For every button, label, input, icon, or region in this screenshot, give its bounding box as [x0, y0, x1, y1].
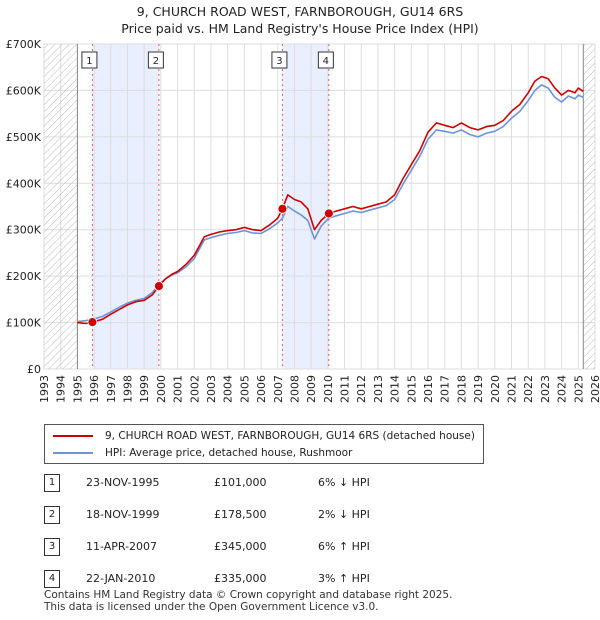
- x-tick-label: 2008: [288, 375, 301, 403]
- legend-item-property: 9, CHURCH ROAD WEST, FARNBOROUGH, GU14 6…: [53, 428, 475, 444]
- sale-date: 11-APR-2007: [86, 540, 158, 553]
- post-data-hatch: [583, 44, 595, 369]
- price-chart: 1 2 3 4 £0 £100K £200K £300K £400K £500K £600K £70…: [6, 38, 600, 403]
- sale-date: 23-NOV-1995: [86, 476, 160, 489]
- x-tick-label: 2005: [238, 375, 251, 403]
- x-tick-label: 2020: [489, 375, 502, 403]
- footer-attribution: Contains HM Land Registry data © Crown c…: [44, 589, 452, 613]
- pre-data-hatch: [44, 44, 78, 369]
- sale-1-box-label: 1: [86, 56, 92, 67]
- sale-hpi-diff: 3% ↑ HPI: [318, 572, 370, 585]
- sale-hpi-diff: 2% ↓ HPI: [318, 508, 370, 521]
- sale-3-box-label: 3: [276, 56, 282, 67]
- sale-1-point: [87, 317, 98, 328]
- sale-number-badge: 3: [44, 538, 60, 556]
- x-tick-label: 2025: [572, 375, 585, 403]
- property-series-line: [77, 75, 584, 325]
- sale-number-badge: 2: [44, 506, 60, 524]
- x-tick-label: 2021: [506, 375, 519, 403]
- legend: 9, CHURCH ROAD WEST, FARNBOROUGH, GU14 6…: [44, 424, 484, 464]
- x-tick-label: 2015: [405, 375, 418, 403]
- sale-price: £178,500: [214, 508, 267, 521]
- x-tick-label: 2024: [556, 375, 569, 403]
- sale-2-point: [153, 281, 164, 292]
- x-tick-label: 2004: [222, 375, 235, 403]
- sale-hpi-diff: 6% ↓ HPI: [318, 476, 370, 489]
- x-tick-label: 2013: [372, 375, 385, 403]
- x-tick-label: 1996: [88, 375, 101, 403]
- sale-hpi-diff: 6% ↑ HPI: [318, 540, 370, 553]
- sale-4-point: [323, 208, 334, 219]
- x-tick-label: 2019: [472, 375, 485, 403]
- x-tick-label: 2016: [422, 375, 435, 403]
- sale-2-box-label: 2: [153, 56, 159, 67]
- x-tick-label: 2026: [589, 375, 600, 403]
- x-tick-label: 2000: [155, 375, 168, 403]
- x-tick-label: 2014: [389, 375, 402, 403]
- sale-price: £101,000: [214, 476, 267, 489]
- y-tick-label: £400K: [6, 177, 42, 190]
- y-tick-label: £100K: [6, 317, 42, 330]
- y-tick-label: £0: [27, 363, 41, 376]
- x-tick-label: 2003: [205, 375, 218, 403]
- sale-3-point: [277, 203, 288, 214]
- sale-4-box-label: 4: [323, 56, 329, 67]
- x-tick-label: 2012: [355, 375, 368, 403]
- y-tick-label: £700K: [6, 38, 42, 51]
- x-tick-label: 1998: [121, 375, 134, 403]
- x-tick-label: 2009: [305, 375, 318, 403]
- sale-2-box: [147, 51, 164, 69]
- x-tick-label: 1995: [71, 375, 84, 403]
- sale-number-badge: 1: [44, 474, 60, 492]
- chart-subtitle: Price paid vs. HM Land Registry's House …: [121, 21, 479, 36]
- sale-4-box: [317, 51, 334, 69]
- x-tick-label: 2010: [322, 375, 335, 403]
- x-tick-label: 2022: [522, 375, 535, 403]
- y-tick-label: £200K: [6, 270, 42, 283]
- x-tick-label: 2002: [188, 375, 201, 403]
- legend-swatch-property: [53, 435, 93, 437]
- x-tick-label: 2017: [439, 375, 452, 403]
- sale-3-box: [271, 51, 288, 69]
- footer-line-copyright: Contains HM Land Registry data © Crown c…: [44, 589, 453, 601]
- x-tick-label: 2011: [339, 375, 352, 403]
- x-tick-label: 2006: [255, 375, 268, 403]
- sale-row: 3 11-APR-2007 £345,000 6% ↑ HPI: [44, 538, 444, 558]
- sale-1-box: [81, 51, 98, 69]
- y-tick-label: £500K: [6, 131, 42, 144]
- sale-date: 18-NOV-1999: [86, 508, 160, 521]
- shaded-period: [92, 44, 159, 369]
- sale-number-badge: 4: [44, 570, 60, 588]
- x-tick-label: 1993: [38, 375, 51, 403]
- x-tick-label: 2023: [539, 375, 552, 403]
- sale-price: £345,000: [214, 540, 267, 553]
- footer-line-licence: This data is licensed under the Open Gov…: [44, 601, 379, 613]
- x-tick-label: 1997: [105, 375, 118, 403]
- chart-title: 9, CHURCH ROAD WEST, FARNBOROUGH, GU14 6…: [136, 4, 464, 19]
- x-tick-label: 1994: [55, 375, 68, 403]
- x-tick-label: 1999: [138, 375, 151, 403]
- y-tick-label: £300K: [6, 224, 42, 237]
- x-tick-label: 2001: [172, 375, 185, 403]
- sale-row: 1 23-NOV-1995 £101,000 6% ↓ HPI: [44, 474, 444, 494]
- legend-label-hpi: HPI: Average price, detached house, Rush…: [105, 447, 353, 459]
- sale-row: 2 18-NOV-1999 £178,500 2% ↓ HPI: [44, 506, 444, 526]
- x-tick-label: 2007: [272, 375, 285, 403]
- sale-price: £335,000: [214, 572, 267, 585]
- y-tick-label: £600K: [6, 84, 42, 97]
- x-tick-label: 2018: [455, 375, 468, 403]
- legend-label-property: 9, CHURCH ROAD WEST, FARNBOROUGH, GU14 6…: [105, 430, 475, 442]
- sale-date: 22-JAN-2010: [86, 572, 156, 585]
- legend-swatch-hpi: [53, 452, 93, 454]
- sale-row: 4 22-JAN-2010 £335,000 3% ↑ HPI: [44, 570, 444, 590]
- legend-item-hpi: HPI: Average price, detached house, Rush…: [53, 445, 352, 461]
